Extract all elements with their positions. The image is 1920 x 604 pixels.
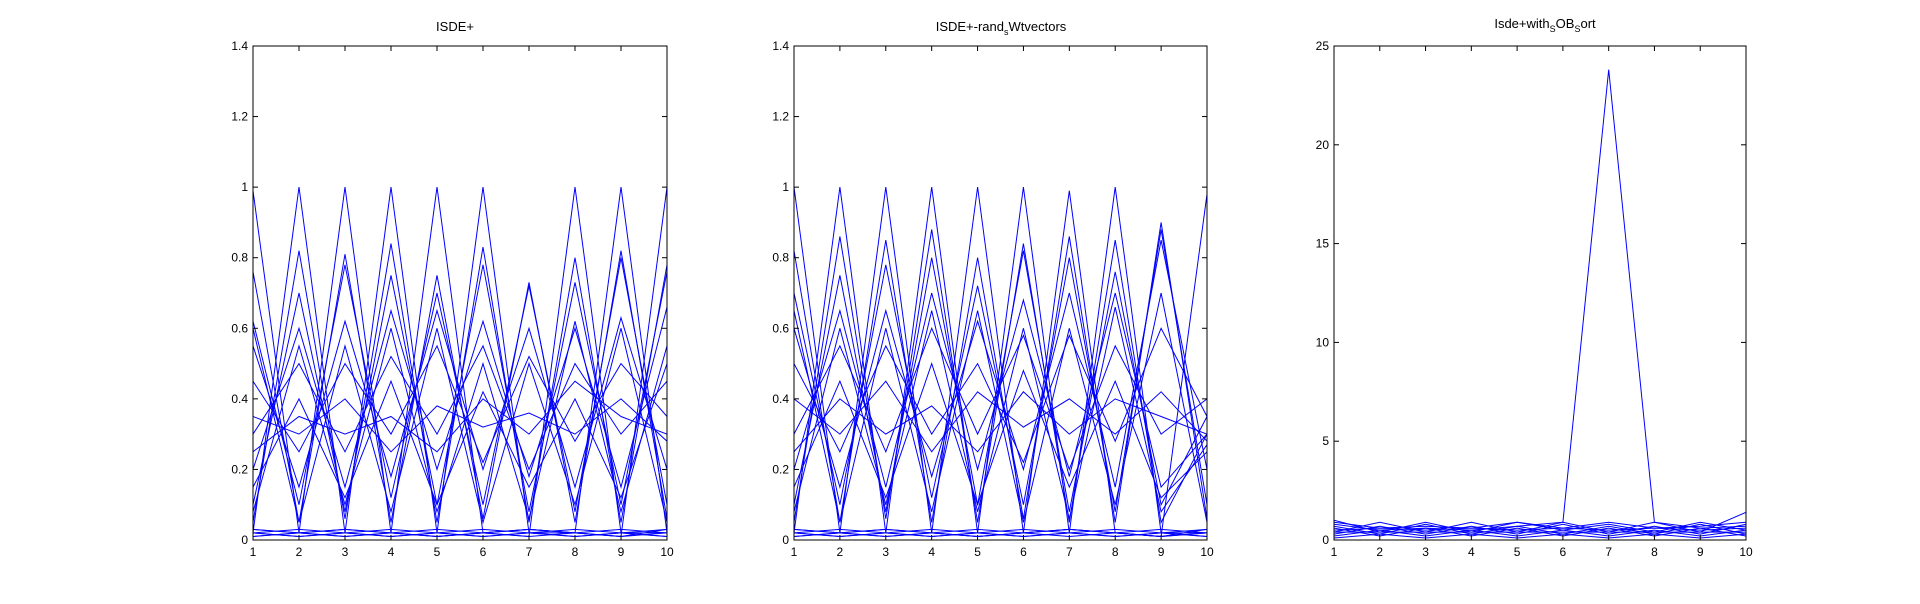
subplot-1-xtick-label-3: 3 — [342, 545, 349, 559]
subplot-1-xtick-label-2: 2 — [296, 545, 303, 559]
subplot-1-ytick-label-1: 0.2 — [231, 462, 248, 476]
subplot-3-plot-area: 1 2 3 4 5 6 7 8 9 10 0 5 10 15 20 25 — [1316, 39, 1753, 559]
subplot-1-series-line-12 — [253, 257, 667, 512]
subplot-2-axes-box — [793, 45, 1208, 541]
subplot-1: ISDE+ 1 2 3 4 5 6 7 8 9 10 0 0.2 0.4 0.6 0.8 1 1.2 1.4 — [231, 19, 674, 559]
subplot-1-series-group — [253, 187, 667, 538]
subplot-2-title-subscript: s — [1004, 27, 1009, 37]
subplot-1-xtick-label-8: 8 — [572, 545, 579, 559]
subplot-2-xtick-label-6: 6 — [1020, 545, 1027, 559]
subplot-2-ytick-label-3: 0.6 — [772, 321, 789, 335]
subplot-1-series-line-19 — [253, 363, 667, 507]
subplot-2-xtick-label-3: 3 — [882, 545, 889, 559]
subplot-1-xtick-label-5: 5 — [434, 545, 441, 559]
subplot-3-xtick-label-8: 8 — [1651, 545, 1658, 559]
subplot-3-ytick-label-1: 5 — [1322, 434, 1329, 448]
subplot-3-ytick-label-5: 25 — [1316, 39, 1330, 53]
subplot-3-series-line-7 — [1334, 529, 1746, 537]
subplot-2-series-line-19 — [794, 362, 1207, 507]
subplot-3-title-base: Isde+with — [1494, 16, 1549, 31]
subplot-1-xtick-label-1: 1 — [250, 545, 257, 559]
subplot-3-ytick-label-2: 10 — [1316, 335, 1330, 349]
subplot-2-xtick-label-7: 7 — [1066, 545, 1073, 559]
subplot-1-ytick-label-3: 0.6 — [231, 321, 248, 335]
subplot-3-title-tail: ort — [1580, 16, 1596, 31]
subplot-3-xtick-label-4: 4 — [1468, 545, 1475, 559]
subplot-3-axes-box — [1333, 45, 1747, 541]
subplot-2-series-line-9 — [794, 194, 1207, 538]
subplot-3-title-subscript: S — [1550, 24, 1556, 34]
subplot-3-ytick-label-3: 15 — [1316, 237, 1330, 251]
subplot-2-xtick-label-10: 10 — [1200, 545, 1214, 559]
subplot-2-xtick-label-1: 1 — [791, 545, 798, 559]
subplot-1-ytick-label-4: 0.8 — [231, 251, 248, 265]
subplot-3-xtick-label-10: 10 — [1739, 545, 1753, 559]
subplot-2: ISDE+-randsWtvectors 1 2 3 4 5 6 7 8 9 10 0 0.2 0.4 0… — [772, 19, 1214, 559]
subplot-3-ytick-label-0: 0 — [1322, 533, 1329, 547]
subplot-2-title: ISDE+-randsWtvectors — [936, 19, 1067, 37]
subplot-3-ytick-label-4: 20 — [1316, 138, 1330, 152]
subplot-2-series-line-20 — [794, 292, 1207, 523]
subplot-1-xtick-label-4: 4 — [388, 545, 395, 559]
subplot-1-series-line-9 — [253, 187, 667, 538]
subplot-1-ytick-label-7: 1.4 — [231, 39, 248, 53]
subplot-1-ytick-label-5: 1 — [241, 180, 248, 194]
subplot-1-xtick-label-7: 7 — [526, 545, 533, 559]
subplot-3-xtick-label-9: 9 — [1697, 545, 1704, 559]
subplot-2-xtick-label-2: 2 — [837, 545, 844, 559]
subplot-3-xtick-label-5: 5 — [1514, 545, 1521, 559]
subplot-3-title-subscript-2: S — [1574, 24, 1580, 34]
subplot-1-xtick-label-10: 10 — [660, 545, 674, 559]
subplot-3-xtick-label-7: 7 — [1605, 545, 1612, 559]
subplot-3-xtick-label-1: 1 — [1331, 545, 1338, 559]
subplot-3-title: Isde+withSOBSort — [1494, 16, 1596, 34]
subplot-1-ytick-label-6: 1.2 — [231, 110, 248, 124]
subplot-2-xtick-label-8: 8 — [1112, 545, 1119, 559]
subplot-2-plot-area: 1 2 3 4 5 6 7 8 9 10 0 0.2 0.4 0.6 0.8 1 1.2 1.4 — [772, 39, 1214, 559]
subplot-1-plot-area: 1 2 3 4 5 6 7 8 9 10 0 0.2 0.4 0.6 0.8 1 1.2 1.4 — [231, 39, 674, 559]
subplot-3-xtick-label-3: 3 — [1422, 545, 1429, 559]
subplot-1-xtick-label-6: 6 — [480, 545, 487, 559]
subplot-2-series-line-22 — [794, 306, 1207, 519]
subplot-3-series-line-6 — [1334, 527, 1746, 531]
subplot-2-series-line-18 — [794, 380, 1207, 453]
subplot-2-ytick-label-6: 1.2 — [772, 110, 789, 124]
subplot-2-ytick-label-5: 1 — [782, 180, 789, 194]
subplot-2-ytick-label-2: 0.4 — [772, 392, 789, 406]
subplot-2-xtick-label-4: 4 — [928, 545, 935, 559]
subplot-2-series-group — [794, 187, 1207, 538]
subplot-2-series-line-17 — [794, 326, 1207, 471]
subplot-1-xtick-label-9: 9 — [618, 545, 625, 559]
subplot-3-xtick-label-2: 2 — [1376, 545, 1383, 559]
subplot-1-axes-box — [252, 45, 668, 541]
subplot-2-ytick-label-7: 1.4 — [772, 39, 789, 53]
subplot-3-xtick-label-6: 6 — [1560, 545, 1567, 559]
subplot-3-series-group — [1334, 69, 1746, 539]
subplot-2-ytick-label-4: 0.8 — [772, 251, 789, 265]
subplot-2-xtick-label-9: 9 — [1158, 545, 1165, 559]
subplot-2-xtick-label-5: 5 — [974, 545, 981, 559]
subplot-3-series-line-10 — [1334, 533, 1746, 539]
subplot-2-ytick-label-0: 0 — [782, 533, 789, 547]
subplot-1-ytick-label-0: 0 — [241, 533, 248, 547]
subplot-1-title: ISDE+ — [436, 19, 474, 34]
subplot-2-title-base: ISDE+-rand — [936, 19, 1004, 34]
subplot-1-series-line-22 — [253, 321, 667, 521]
subplot-3-title-mid: OB — [1556, 16, 1575, 31]
subplot-2-ytick-label-1: 0.2 — [772, 462, 789, 476]
subplot-2-title-tail: Wtvectors — [1009, 19, 1067, 34]
subplot-3-series-line-9 — [1334, 521, 1746, 529]
subplot-1-ytick-label-2: 0.4 — [231, 392, 248, 406]
